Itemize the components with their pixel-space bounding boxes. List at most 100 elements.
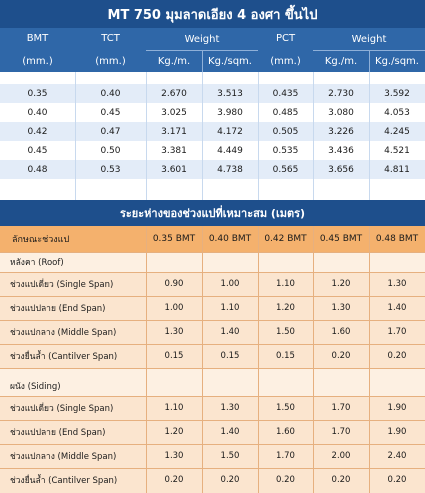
divider <box>202 50 203 72</box>
cell-kg-sqm: 4.449 <box>217 145 243 156</box>
cell-kg-sqm: 4.738 <box>217 164 243 175</box>
spacer-row <box>0 368 425 376</box>
cell-bmt: 0.35 <box>27 88 48 99</box>
header-pct-label: PCT <box>275 33 296 44</box>
siding-label: ผนัง (Siding) <box>10 382 61 392</box>
divider <box>202 72 203 200</box>
row-label: ช่วงแปกลาง (Middle Span) <box>10 328 117 338</box>
cell-045: 1.70 <box>331 403 351 413</box>
header-bmt-label: BMT <box>26 33 49 44</box>
divider <box>0 420 425 421</box>
cell-035: 0.90 <box>164 279 184 289</box>
cell-pct: 0.565 <box>272 164 299 175</box>
table-row: 0.45 0.50 3.381 4.449 0.535 3.436 4.521 <box>0 141 425 160</box>
table-row: 0.48 0.53 3.601 4.738 0.565 3.656 4.811 <box>0 160 425 179</box>
divider <box>258 226 259 493</box>
cell-kg-m-2: 3.436 <box>328 145 354 156</box>
table-row: ช่วงแปกลาง (Middle Span) 1.30 1.50 1.70 … <box>0 444 425 468</box>
header-bmt-unit: (mm.) <box>22 56 53 67</box>
row-label: ช่วงยื่นล้ำ (Cantilver Span) <box>10 476 118 486</box>
row-label: ช่วงยื่นล้ำ (Cantilver Span) <box>10 352 118 362</box>
cell-pct: 0.505 <box>272 126 299 137</box>
span-header-045: 0.45 BMT <box>313 226 369 252</box>
divider <box>0 344 425 345</box>
cell-kg-m: 2.670 <box>161 88 187 99</box>
cell-048: 1.90 <box>387 403 407 413</box>
cell-tct: 0.50 <box>100 145 121 156</box>
cell-035: 1.30 <box>164 327 184 337</box>
row-label: ช่วงแปเดี่ยว (Single Span) <box>10 404 114 414</box>
divider <box>146 72 147 200</box>
cell-042: 1.60 <box>276 427 295 437</box>
row-label: ช่วงแปกลาง (Middle Span) <box>10 452 117 462</box>
table-row: 0.42 0.47 3.171 4.172 0.505 3.226 4.245 <box>0 122 425 141</box>
cell-kg-sqm: 4.172 <box>217 126 243 137</box>
header-tct: TCT (mm.) <box>75 28 146 72</box>
cell-tct: 0.40 <box>100 88 121 99</box>
table-row: ช่วงยื่นล้ำ (Cantilver Span) 0.15 0.15 0… <box>0 344 425 368</box>
header-weight-2: Weight <box>313 28 425 50</box>
cell-kg-m: 3.381 <box>161 145 187 156</box>
cell-tct: 0.53 <box>100 164 121 175</box>
divider <box>75 72 76 200</box>
header-pct: PCT (mm.) <box>258 28 313 72</box>
span-header-040: 0.40 BMT <box>202 226 258 252</box>
table-row: 0.35 0.40 2.670 3.513 0.435 2.730 3.592 <box>0 84 425 103</box>
table-row: ช่วงแปกลาง (Middle Span) 1.30 1.40 1.50 … <box>0 320 425 344</box>
cell-042: 1.70 <box>276 451 295 461</box>
cell-048: 1.30 <box>387 279 407 289</box>
table-row: ช่วงแปเดี่ยว (Single Span) 0.90 1.00 1.1… <box>0 272 425 296</box>
cell-kg-sqm: 3.980 <box>217 107 243 118</box>
header-weight: Weight <box>146 28 258 50</box>
cell-048: 1.40 <box>387 303 407 313</box>
cell-042: 1.50 <box>276 403 295 413</box>
cell-045: 1.60 <box>331 327 351 337</box>
cell-pct: 0.485 <box>272 107 299 118</box>
divider <box>369 72 370 200</box>
cell-tct: 0.45 <box>100 107 121 118</box>
cell-bmt: 0.40 <box>27 107 48 118</box>
siding-section-label: ผนัง (Siding) <box>0 376 425 396</box>
header-kg-sqm: Kg./sqm. <box>202 50 258 72</box>
header-kg-m-2: Kg./m. <box>313 50 369 72</box>
cell-bmt: 0.45 <box>27 145 48 156</box>
span-header-042: 0.42 BMT <box>258 226 313 252</box>
cell-035: 1.30 <box>164 451 184 461</box>
cell-048: 0.20 <box>387 351 407 361</box>
span-title: ระยะห่างของช่วงแปที่เหมาะสม (เมตร) <box>0 200 425 226</box>
divider <box>0 320 425 321</box>
divider <box>258 72 259 200</box>
cell-kg-sqm-2: 4.245 <box>384 126 410 137</box>
cell-kg-sqm-2: 4.521 <box>384 145 410 156</box>
cell-035: 1.10 <box>164 403 184 413</box>
cell-040: 1.00 <box>220 279 240 289</box>
table-row: ช่วงยื่นล้ำ (Cantilver Span) 0.20 0.20 0… <box>0 468 425 493</box>
divider <box>0 468 425 469</box>
cell-040: 0.15 <box>220 351 240 361</box>
cell-045: 0.20 <box>331 475 351 485</box>
cell-040: 1.50 <box>220 451 240 461</box>
cell-035: 0.20 <box>164 475 184 485</box>
header-tct-label: TCT <box>101 33 120 44</box>
cell-pct: 0.435 <box>272 88 299 99</box>
cell-tct: 0.47 <box>100 126 121 137</box>
divider <box>146 226 147 493</box>
divider <box>369 50 370 72</box>
table-row: ช่วงแปปลาย (End Span) 1.20 1.40 1.60 1.7… <box>0 420 425 444</box>
spacer-row <box>0 72 425 84</box>
cell-042: 0.15 <box>276 351 295 361</box>
roof-section-label: หลังคา (Roof) <box>0 252 425 272</box>
row-label: ช่วงแปเดี่ยว (Single Span) <box>10 280 114 290</box>
cell-bmt: 0.42 <box>27 126 48 137</box>
cell-035: 1.20 <box>164 427 184 437</box>
cell-045: 2.00 <box>331 451 351 461</box>
cell-042: 1.50 <box>276 327 295 337</box>
cell-kg-sqm-2: 4.811 <box>384 164 410 175</box>
cell-kg-m: 3.171 <box>161 126 187 137</box>
cell-035: 1.00 <box>164 303 184 313</box>
header-kg-sqm-2: Kg./sqm. <box>369 50 425 72</box>
cell-bmt: 0.48 <box>27 164 48 175</box>
cell-kg-sqm: 3.513 <box>217 88 243 99</box>
cell-042: 1.10 <box>276 279 295 289</box>
